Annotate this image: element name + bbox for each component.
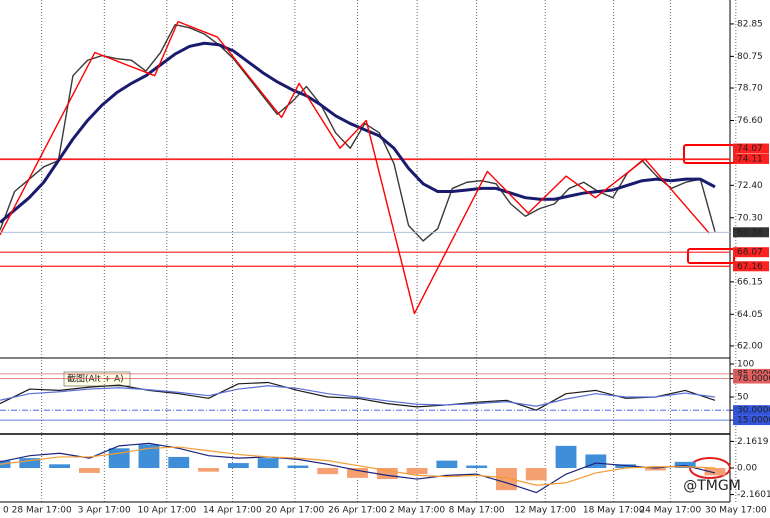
histogram-bar — [49, 464, 71, 468]
watermark: @TMGM — [683, 478, 741, 494]
level-label: 68.07 — [737, 248, 763, 258]
y-tick-label: 66.15 — [737, 277, 763, 287]
y-tick-label: 62.00 — [737, 341, 763, 351]
x-tick-label: 14 Apr 17:00 — [203, 506, 262, 516]
series-line — [0, 20, 710, 315]
x-tick-label: 3 Apr 17:00 — [78, 506, 131, 516]
histogram-bar — [615, 464, 637, 468]
y-tick-label: 15.0000 — [737, 416, 770, 426]
x-tick-label: 26 Apr 17:00 — [328, 506, 387, 516]
histogram-bar — [19, 458, 41, 468]
histogram-bar — [674, 461, 696, 468]
histogram-bar — [376, 468, 398, 480]
histogram-bar — [287, 465, 309, 468]
y-tick-label: 64.05 — [737, 310, 763, 320]
y-tick-label: -2.1601 — [737, 490, 770, 500]
y-tick-label: 72.40 — [737, 181, 763, 191]
x-tick-label: 24 May 17:00 — [639, 506, 701, 516]
y-tick-label: 82.85 — [737, 19, 763, 29]
last-price-bg — [733, 227, 769, 238]
histogram-bar — [78, 468, 100, 473]
tick-label-bg — [733, 373, 770, 384]
level-label-bg — [733, 143, 769, 154]
x-tick-label: 8 May 17:00 — [449, 506, 505, 516]
x-tick-label: 2 May 17:00 — [389, 506, 445, 516]
histogram-bar — [466, 465, 488, 468]
y-tick-label: 70.30 — [737, 213, 763, 223]
last-price-label: 69.36 — [737, 228, 763, 238]
histogram-bar — [0, 460, 11, 468]
series-line — [0, 446, 716, 486]
histogram-bar — [436, 460, 458, 468]
histogram-bar — [108, 448, 130, 468]
histogram-bar — [138, 444, 160, 468]
series-line — [0, 381, 716, 411]
y-tick-label: 80.75 — [737, 52, 763, 62]
x-tick-label: 20 Apr 17:00 — [266, 506, 325, 516]
x-tick-label: 28 Mar 17:00 — [12, 506, 72, 516]
histogram-bar — [227, 463, 249, 468]
histogram-bar — [406, 468, 428, 475]
tick-label-bg — [733, 405, 770, 416]
y-tick-label: 30.0000 — [737, 406, 770, 416]
histogram-bar — [704, 468, 726, 476]
y-tick-label: 78.0000 — [737, 374, 770, 384]
x-tick-label: 30 May 17:00 — [705, 506, 767, 516]
histogram-bar — [644, 468, 666, 471]
level-label: 67.16 — [737, 262, 763, 272]
y-tick-label: 100 — [737, 360, 754, 370]
histogram-bar — [168, 456, 190, 468]
y-tick-label: 78.70 — [737, 84, 763, 94]
level-label: 74.07 — [737, 144, 763, 154]
histogram-bar — [257, 458, 279, 468]
series-line — [0, 442, 716, 494]
histogram-bar — [525, 468, 547, 481]
x-tick-label: 18 May 17:00 — [583, 506, 645, 516]
x-tick-label: 12 May 17:00 — [514, 506, 576, 516]
histogram-bar — [317, 468, 339, 475]
y-tick-label: 76.60 — [737, 116, 763, 126]
y-tick-label: 2.1619 — [737, 437, 769, 447]
histogram-bar — [555, 445, 577, 468]
y-tick-label: 50 — [737, 393, 749, 403]
level-label-bg — [733, 247, 769, 258]
tick-label-bg — [733, 415, 770, 426]
level-label: 74.11 — [737, 154, 763, 164]
level-label-bg — [733, 261, 769, 272]
y-tick-label: 0.00 — [737, 464, 757, 474]
histogram-bar — [347, 468, 368, 478]
x-tick-label: 10 Apr 17:00 — [137, 506, 196, 516]
x-tick-label: 0 — [3, 506, 9, 516]
histogram-bar — [198, 468, 219, 472]
level-label-bg — [733, 153, 769, 164]
